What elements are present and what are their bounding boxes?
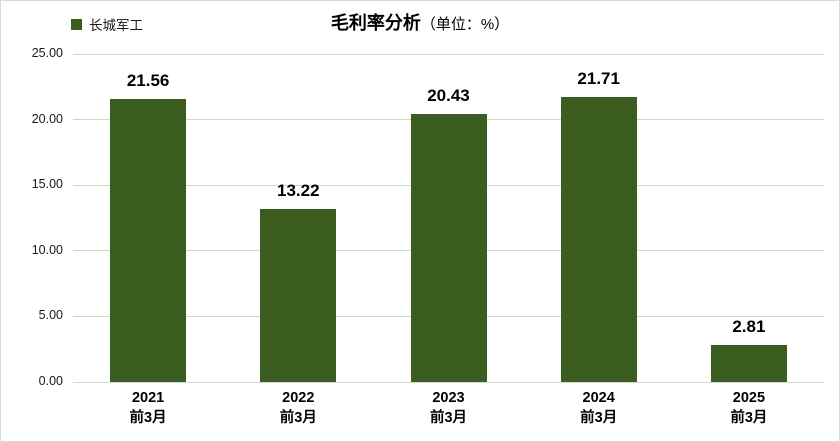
bar-value-label: 21.71	[577, 69, 620, 89]
bar-value-label: 20.43	[427, 85, 470, 105]
bar-2024	[560, 97, 637, 382]
x-axis-tick-label: 2024 前3月	[580, 390, 618, 426]
bar-2022	[260, 208, 337, 382]
legend-label: 长城军工	[89, 18, 143, 33]
chart-title-unit: （单位：%）	[420, 16, 510, 33]
legend-swatch	[71, 18, 82, 30]
chart-title: 毛利率分析（单位：%）	[1, 9, 839, 35]
x-axis-baseline	[73, 381, 824, 383]
bar-value-label: 21.56	[126, 71, 170, 91]
bar-2025	[710, 345, 787, 382]
y-axis-tick-label: 0.00	[38, 374, 63, 388]
y-axis-tick-label: 10.00	[31, 242, 63, 257]
y-axis-tick-label: 5.00	[38, 308, 63, 323]
x-axis-tick-label: 2021 前3月	[129, 390, 167, 426]
x-axis-tick-label: 2023 前3月	[429, 390, 468, 426]
x-axis-tick-label: 2025 前3月	[730, 390, 768, 426]
chart-title-main: 毛利率分析	[330, 13, 421, 33]
y-axis-tick-label: 15.00	[31, 177, 63, 192]
bar-value-label: 13.22	[277, 180, 320, 200]
bar-2023	[410, 113, 487, 382]
bar-2021	[110, 99, 187, 382]
x-axis-tick-label: 2022 前3月	[279, 390, 317, 426]
y-axis-tick-label: 20.00	[31, 111, 63, 126]
y-axis-tick-label: 25.00	[31, 46, 63, 60]
chart-legend: 长城军工	[71, 14, 143, 34]
gridline	[73, 53, 824, 55]
bar-value-label: 2.81	[732, 317, 766, 337]
